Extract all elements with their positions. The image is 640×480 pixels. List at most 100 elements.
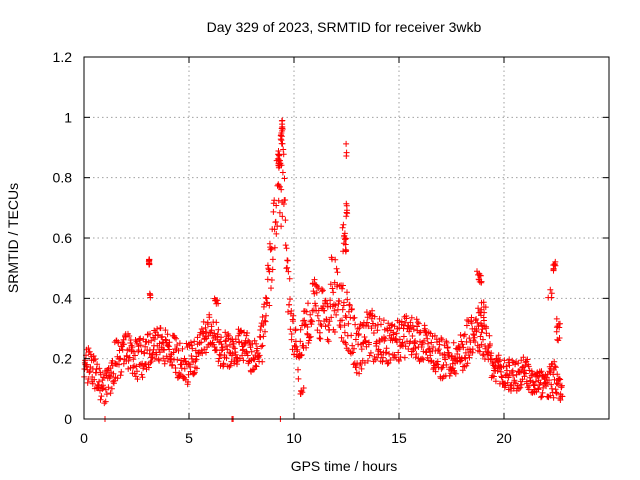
data-point <box>116 361 122 368</box>
data-point <box>148 337 155 344</box>
data-point <box>260 322 267 328</box>
data-point <box>501 357 508 364</box>
data-point <box>132 352 138 359</box>
data-point <box>271 244 278 251</box>
data-point <box>371 353 378 360</box>
data-point <box>390 331 397 338</box>
data-point <box>409 333 416 339</box>
data-point <box>268 277 275 283</box>
data-point <box>425 340 431 347</box>
x-tick-label: 0 <box>80 430 88 446</box>
data-point <box>114 375 121 382</box>
data-point <box>213 319 220 326</box>
data-point <box>172 369 179 376</box>
data-point <box>495 352 502 359</box>
data-point <box>353 364 360 371</box>
data-point <box>340 221 347 228</box>
data-point <box>466 335 473 342</box>
data-point <box>386 350 393 357</box>
data-point <box>343 200 350 207</box>
data-point <box>434 358 441 365</box>
data-point <box>549 385 555 392</box>
data-point <box>446 372 453 379</box>
data-point <box>153 351 160 358</box>
data-point <box>295 366 301 373</box>
data-point <box>261 317 268 324</box>
data-point <box>225 332 232 339</box>
data-point <box>307 333 314 340</box>
data-point <box>99 386 106 392</box>
data-point <box>107 390 114 397</box>
data-point <box>275 182 282 189</box>
data-point <box>382 335 389 342</box>
x-axis-label: GPS time / hours <box>291 458 398 474</box>
data-point <box>547 365 554 372</box>
data-point <box>383 345 390 352</box>
data-point <box>89 380 96 387</box>
data-point <box>341 329 348 336</box>
data-point <box>477 333 484 340</box>
data-point <box>436 341 443 348</box>
data-point <box>348 332 355 339</box>
data-point <box>134 368 140 375</box>
data-point <box>283 245 290 252</box>
data-point <box>278 186 285 193</box>
data-point <box>490 373 497 380</box>
data-point <box>403 315 410 322</box>
data-point <box>552 364 559 371</box>
data-point <box>431 332 438 339</box>
data-point <box>162 327 169 334</box>
data-point <box>475 305 482 312</box>
data-point <box>343 149 350 156</box>
data-point <box>166 346 173 353</box>
data-point <box>522 370 529 377</box>
data-point <box>187 339 194 346</box>
data-point <box>339 224 346 231</box>
data-point <box>297 326 304 333</box>
data-point <box>166 339 173 346</box>
data-point <box>200 318 207 325</box>
data-point <box>461 331 468 338</box>
data-point <box>193 356 200 363</box>
data-point <box>332 302 339 309</box>
data-point <box>469 346 476 353</box>
data-point <box>137 342 144 349</box>
y-tick-label: 1 <box>64 109 72 125</box>
data-point <box>307 311 314 318</box>
y-tick-label: 0.6 <box>53 230 73 246</box>
data-point <box>483 330 490 337</box>
data-point <box>266 268 273 275</box>
data-point <box>124 353 130 360</box>
data-point <box>427 358 434 365</box>
data-point <box>299 389 306 396</box>
data-point <box>155 331 162 338</box>
data-point <box>206 314 213 321</box>
data-point <box>342 236 348 243</box>
data-point <box>218 341 225 348</box>
data-point <box>355 331 362 337</box>
data-point <box>315 285 322 292</box>
data-point <box>348 306 355 312</box>
data-point <box>146 260 153 267</box>
data-point <box>412 345 419 351</box>
data-point <box>551 363 558 370</box>
data-point <box>556 335 563 341</box>
data-point <box>499 374 505 381</box>
data-point <box>557 376 564 383</box>
data-point <box>462 355 469 362</box>
data-point <box>350 315 357 322</box>
data-point <box>473 316 480 322</box>
data-point <box>445 349 452 356</box>
data-point <box>213 300 220 307</box>
data-point <box>415 320 422 327</box>
data-point <box>259 342 266 349</box>
data-point <box>126 354 133 361</box>
data-point <box>240 357 247 364</box>
data-point <box>141 350 148 357</box>
data-point <box>421 325 428 332</box>
data-point <box>463 362 470 369</box>
data-point <box>310 288 317 295</box>
data-point <box>183 340 190 347</box>
data-point <box>185 379 191 385</box>
data-point <box>513 371 520 378</box>
